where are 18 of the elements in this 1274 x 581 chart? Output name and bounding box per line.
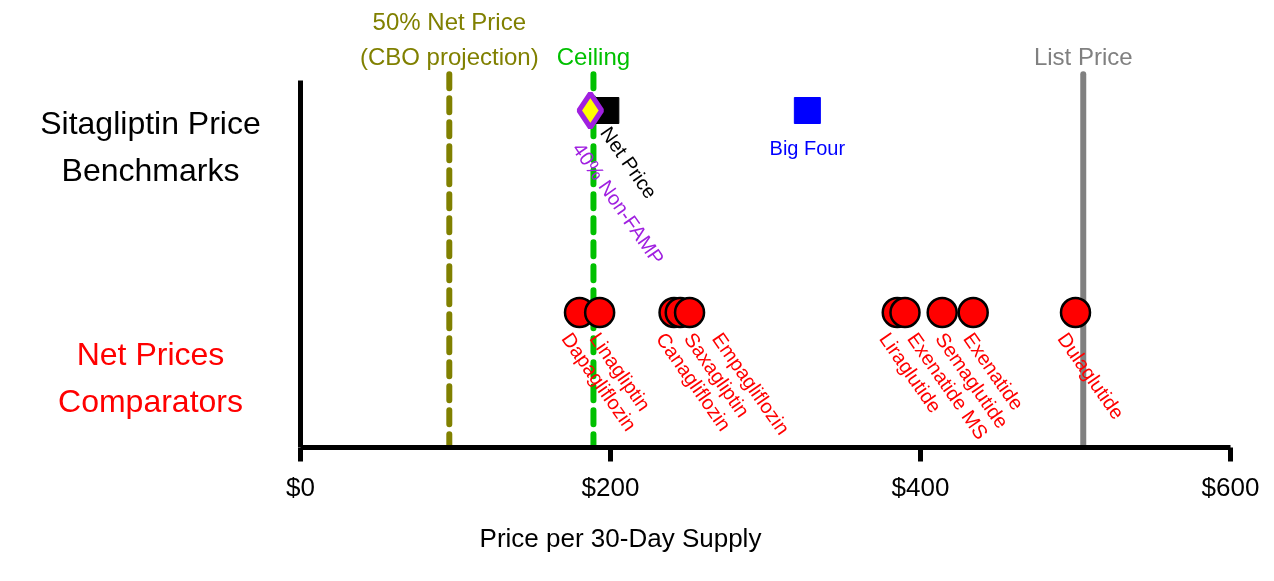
ref-line-label: Ceiling <box>556 43 631 71</box>
series-label: Big Four <box>769 136 846 159</box>
y-tick-label: Net Prices Comparators <box>58 335 243 419</box>
point <box>1059 296 1092 329</box>
ref-line-label: 50% Net Price (CBO projection) <box>359 8 539 71</box>
point <box>793 97 821 124</box>
x-tick-label: $200 <box>581 471 640 502</box>
y-tick-label: Sitagliptin Price Benchmarks <box>40 105 261 189</box>
point <box>957 296 989 329</box>
x-tick-label: $0 <box>286 471 315 502</box>
point <box>889 296 921 329</box>
point <box>583 296 616 329</box>
point <box>673 296 706 329</box>
x-tick-label: $400 <box>891 471 950 502</box>
ref-line-label: List Price <box>1033 43 1133 71</box>
point <box>926 296 958 329</box>
x-tick-label: $600 <box>1201 471 1260 502</box>
x-axis-title: Price per 30-Day Supply <box>479 522 762 553</box>
